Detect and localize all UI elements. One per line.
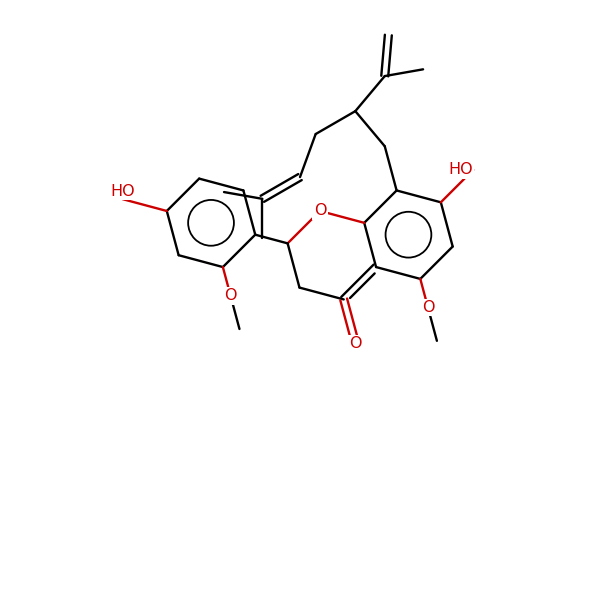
Text: O: O	[224, 289, 237, 304]
Text: O: O	[349, 336, 362, 351]
Text: HO: HO	[110, 184, 135, 199]
Text: HO: HO	[449, 163, 473, 178]
Text: O: O	[422, 300, 434, 315]
Text: O: O	[314, 203, 326, 218]
